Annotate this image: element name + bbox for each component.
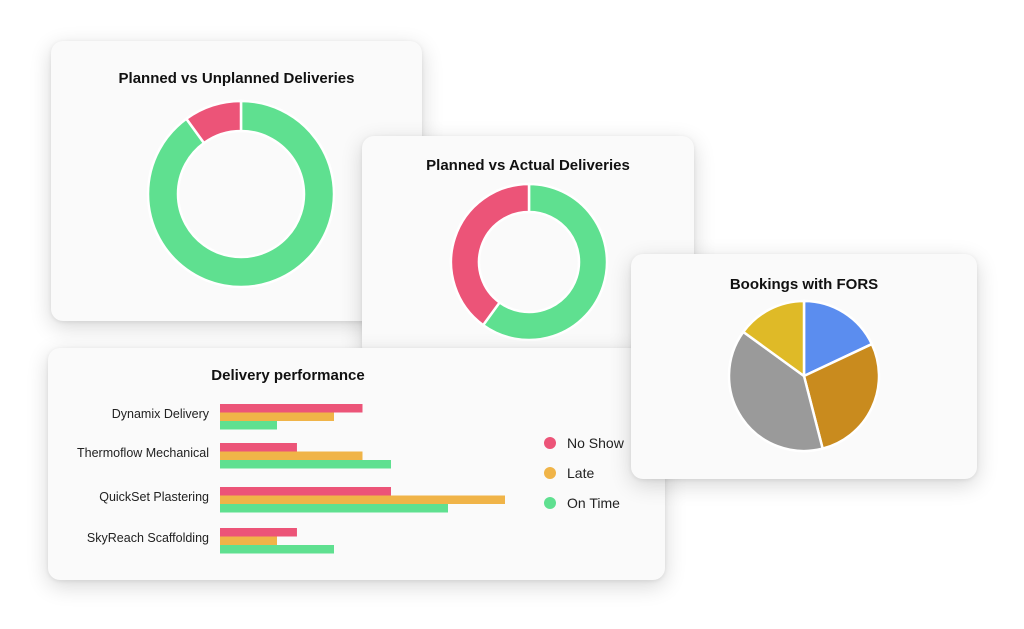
- donut-chart-unplanned: [146, 99, 336, 289]
- pie-slice[interactable]: [741, 299, 806, 379]
- bar[interactable]: [220, 504, 448, 513]
- pie-slice[interactable]: [146, 99, 336, 289]
- legend-label: Late: [567, 465, 595, 481]
- pie-slice[interactable]: [449, 182, 531, 327]
- bar[interactable]: [220, 545, 334, 554]
- planned-vs-unplanned-card: Planned vs Unplanned Deliveries: [51, 41, 422, 321]
- pie-slice[interactable]: [802, 342, 881, 451]
- bar[interactable]: [220, 421, 277, 430]
- donut-chart-actual: [449, 182, 609, 342]
- category-label: QuickSet Plastering: [99, 490, 209, 504]
- pie-slice[interactable]: [727, 330, 825, 453]
- category-label: Thermoflow Mechanical: [77, 446, 209, 460]
- pie-chart-fors: [727, 299, 881, 453]
- pie-slice[interactable]: [481, 182, 609, 342]
- legend-label: No Show: [567, 435, 624, 451]
- bar[interactable]: [220, 404, 363, 413]
- bar-chart-delivery-performance: Dynamix Delivery Thermoflow Mechanical Qui…: [77, 404, 505, 554]
- bar[interactable]: [220, 495, 505, 505]
- legend-swatch: [544, 437, 556, 449]
- bar[interactable]: [220, 487, 391, 496]
- legend-item-no-show[interactable]: No Show: [544, 428, 624, 458]
- legend-item-late[interactable]: Late: [544, 458, 624, 488]
- delivery-performance-card: Delivery performance Dynamix Delivery The…: [48, 348, 665, 580]
- legend-item-on-time[interactable]: On Time: [544, 488, 624, 518]
- pie-slice[interactable]: [802, 299, 874, 378]
- chart-title: Planned vs Actual Deliveries: [426, 157, 630, 174]
- chart-title: Delivery performance: [211, 367, 365, 384]
- legend-swatch: [544, 497, 556, 509]
- chart-legend: No Show Late On Time: [544, 428, 624, 518]
- bar[interactable]: [220, 451, 363, 461]
- bar[interactable]: [220, 443, 297, 452]
- bar[interactable]: [220, 460, 391, 469]
- legend-swatch: [544, 467, 556, 479]
- legend-label: On Time: [567, 495, 620, 511]
- pie-slice[interactable]: [184, 99, 243, 145]
- chart-title: Planned vs Unplanned Deliveries: [118, 70, 355, 87]
- category-label: Dynamix Delivery: [112, 407, 210, 421]
- bookings-with-fors-card: Bookings with FORS: [631, 254, 977, 479]
- bar[interactable]: [220, 412, 334, 422]
- bar[interactable]: [220, 536, 277, 546]
- chart-title: Bookings with FORS: [729, 276, 879, 293]
- category-label: SkyReach Scaffolding: [87, 531, 209, 545]
- bar[interactable]: [220, 528, 297, 537]
